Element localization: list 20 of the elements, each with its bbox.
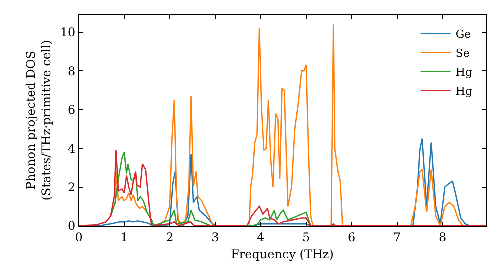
y-tick-label: 8 [68, 64, 76, 78]
x-tick-label: 4 [257, 230, 266, 244]
y-tick-label: 6 [68, 103, 76, 118]
x-tick-label: 1 [120, 230, 128, 244]
y-tick-label: 0 [68, 219, 76, 234]
legend-label: Se [456, 47, 470, 60]
x-tick-label: 6 [348, 230, 356, 244]
x-axis-title: Frequency (THz) [231, 247, 334, 262]
x-tick-label: 7 [394, 230, 402, 244]
x-tick-label: 8 [438, 230, 447, 244]
x-tick-label: 3 [212, 230, 220, 244]
x-tick-label: 5 [302, 230, 310, 244]
legend-label: Hg [456, 66, 472, 80]
y-axis-title: Phonon projected DOS (States/THz·primitive cell) [24, 40, 54, 201]
y-tick-label: 2 [68, 180, 76, 194]
legend-label: Ge [456, 28, 472, 42]
y-tick-label: 10 [60, 26, 76, 40]
x-tick-label: 2 [166, 230, 174, 244]
y-tick-label: 4 [68, 142, 76, 156]
legend-label: Hg [456, 85, 472, 98]
